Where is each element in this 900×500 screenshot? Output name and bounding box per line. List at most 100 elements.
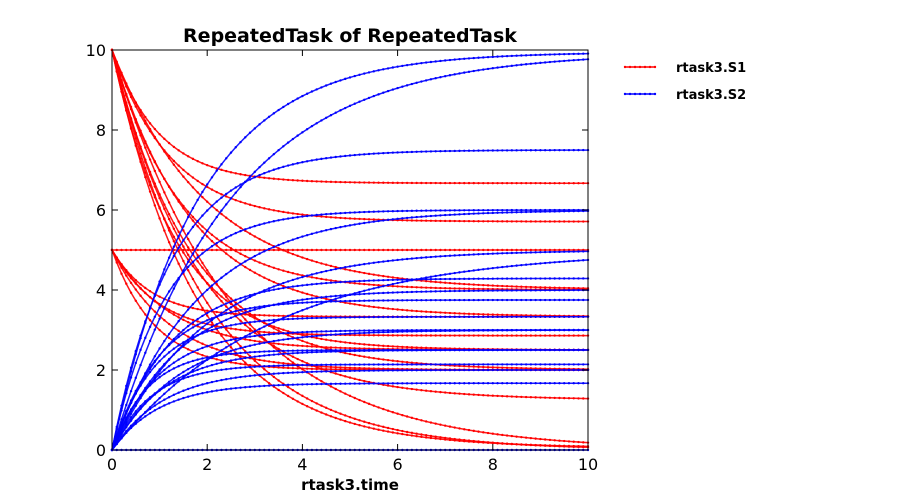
data-point [572,397,575,400]
data-point [482,440,485,444]
data-point [472,289,475,292]
data-point [486,284,490,287]
data-point [239,305,242,308]
data-point [196,191,199,194]
data-point [301,336,304,339]
data-point [353,329,356,332]
data-point [534,62,537,65]
data-point [477,287,480,291]
data-point [577,368,580,372]
data-point [191,260,195,264]
data-point [472,393,475,396]
data-point [186,269,190,272]
data-point [129,366,133,370]
data-point [282,284,285,288]
data-point [320,370,323,373]
data-point [172,361,176,364]
data-point [296,344,299,347]
data-point [158,406,161,409]
data-point [534,53,537,57]
data-point [548,148,552,152]
data-point [477,253,480,256]
data-point [277,329,280,333]
data-point [310,349,314,352]
data-point [377,363,380,366]
data-point [539,334,542,337]
data-point [310,301,314,304]
data-point [363,355,366,358]
data-point [325,316,328,319]
data-point [344,154,347,158]
data-point [363,349,366,353]
data-point [491,394,494,397]
data-point [320,316,323,320]
data-point [372,181,375,184]
data-point [244,202,247,205]
data-point [577,328,580,332]
data-point [334,297,337,301]
data-point [134,299,137,302]
data-point [305,332,309,336]
data-point [415,346,418,349]
data-point [296,331,299,334]
data-point [334,350,337,353]
data-point [158,180,161,184]
data-point [301,309,304,312]
data-point [305,307,309,310]
data-point [253,313,256,317]
data-point [167,336,171,340]
data-point [296,97,299,100]
data-point [515,54,518,57]
data-point [334,382,337,386]
data-point [534,437,537,440]
data-point [220,340,223,344]
data-point [401,363,404,366]
data-point [553,277,556,280]
data-point [248,385,252,389]
data-point [515,329,518,332]
data-point [491,298,494,302]
data-point [382,363,385,366]
data-point [401,382,404,385]
data-point [415,349,418,352]
data-point [429,150,433,153]
data-point [310,276,314,279]
data-point [358,248,361,252]
data-point [372,315,375,319]
data-point [367,331,371,334]
data-point [548,60,552,64]
data-point [386,382,390,385]
data-point [139,418,142,422]
data-point [272,364,276,368]
data-point [320,215,323,218]
data-point [448,181,452,185]
data-point [572,363,575,366]
data-point [310,330,314,333]
data-point [377,382,380,385]
data-point [548,396,552,399]
data-point [163,392,166,395]
data-point [382,181,385,184]
data-point [453,298,456,302]
data-point [501,149,504,152]
data-point [329,114,333,117]
data-point [344,341,347,344]
data-point [415,369,418,372]
data-point [420,388,423,392]
data-point [329,295,333,298]
data-point [510,315,514,319]
data-point [177,391,180,394]
data-point [244,323,247,327]
data-point [153,169,157,173]
data-point [391,151,395,154]
data-point [372,248,375,252]
data-point [348,248,352,252]
data-point [339,296,342,299]
data-point [196,373,199,376]
data-point [258,173,261,177]
series-markers [110,368,590,452]
data-point [182,229,185,232]
data-point [186,361,190,364]
data-point [329,333,333,336]
data-point [439,368,442,372]
